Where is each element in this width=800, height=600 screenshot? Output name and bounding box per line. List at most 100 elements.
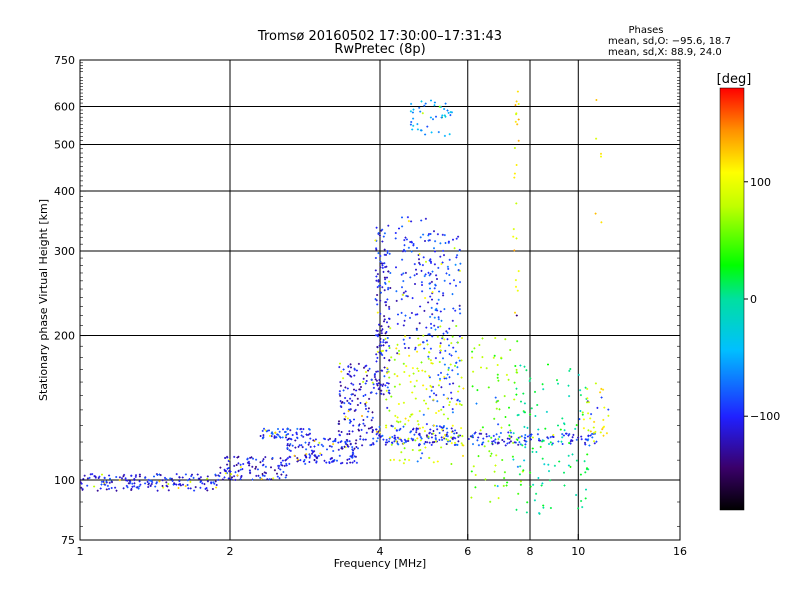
data-point <box>384 232 386 235</box>
data-point <box>476 402 477 405</box>
data-point <box>356 369 358 372</box>
data-point <box>314 445 315 448</box>
data-point <box>348 430 350 433</box>
data-point <box>378 382 380 385</box>
data-point <box>538 439 540 442</box>
data-point <box>457 440 459 443</box>
data-point <box>434 101 436 104</box>
data-point <box>541 440 543 443</box>
x-tick-label: 1 <box>77 545 84 558</box>
data-point <box>479 432 481 435</box>
data-point <box>534 390 536 393</box>
data-point <box>324 459 325 462</box>
data-point <box>420 129 422 132</box>
data-point <box>384 384 386 387</box>
data-point <box>516 340 518 343</box>
data-point <box>587 429 589 432</box>
data-point <box>330 458 332 461</box>
data-point <box>389 392 390 395</box>
data-point <box>527 426 528 429</box>
data-point <box>349 370 350 373</box>
data-point <box>224 457 226 459</box>
data-point <box>517 438 518 441</box>
data-point <box>412 439 414 442</box>
data-point <box>431 443 433 446</box>
data-point <box>518 118 520 121</box>
data-point <box>496 433 498 436</box>
data-point <box>308 433 310 436</box>
data-point <box>568 442 570 444</box>
data-point <box>289 444 290 447</box>
data-point <box>344 440 346 443</box>
data-point <box>586 387 588 390</box>
data-point <box>480 366 482 369</box>
data-point <box>453 436 455 439</box>
data-point <box>379 435 381 438</box>
data-point <box>402 272 404 275</box>
data-point <box>446 433 448 436</box>
data-point <box>334 459 335 462</box>
data-point <box>432 291 434 294</box>
data-point <box>440 310 442 313</box>
data-point <box>290 438 292 441</box>
data-point <box>554 464 556 467</box>
data-point <box>417 460 419 463</box>
data-point <box>290 449 292 452</box>
data-point <box>318 441 320 444</box>
data-point <box>305 453 307 456</box>
data-point <box>537 428 539 431</box>
data-point <box>454 247 456 250</box>
data-point <box>389 327 391 330</box>
data-point <box>241 475 243 477</box>
data-point <box>443 425 445 427</box>
data-point <box>84 474 86 477</box>
data-point <box>178 480 180 483</box>
colorbar-tick-label: 0 <box>750 293 757 306</box>
data-point <box>230 473 232 476</box>
data-point <box>383 262 385 265</box>
data-point <box>439 351 441 354</box>
data-point <box>350 442 352 445</box>
data-point <box>165 481 167 484</box>
y-axis-label: Stationary phase Virtual Height [km] <box>37 199 50 401</box>
chart-title: Tromsø 20160502 17:30:00–17:31:43 <box>257 29 502 44</box>
data-point <box>582 411 584 414</box>
data-point <box>451 430 453 433</box>
data-point <box>577 436 579 439</box>
data-point <box>401 258 403 261</box>
data-point <box>522 392 524 395</box>
data-point <box>81 482 83 485</box>
data-point <box>285 476 287 479</box>
data-point <box>449 376 450 379</box>
data-point <box>429 376 431 379</box>
data-point <box>497 485 499 488</box>
data-point <box>277 475 279 478</box>
data-point <box>261 477 263 480</box>
data-point <box>262 434 264 437</box>
data-point <box>532 436 534 439</box>
data-point <box>219 472 221 474</box>
data-point <box>398 349 400 352</box>
data-point <box>393 458 395 461</box>
data-point <box>570 439 572 442</box>
data-point <box>385 337 386 340</box>
data-point <box>157 473 158 476</box>
data-point <box>336 459 338 462</box>
data-point <box>329 437 331 440</box>
colorbar-tick-label: −100 <box>750 410 780 423</box>
data-point <box>439 325 441 328</box>
data-point <box>238 455 239 458</box>
data-point <box>539 439 541 442</box>
data-point <box>178 483 180 486</box>
data-point <box>442 261 444 264</box>
data-point <box>529 413 531 416</box>
data-point <box>423 104 425 107</box>
data-point <box>115 476 117 478</box>
stats-x-mode: mean, sd,X: 88.9, 24.0 <box>608 47 722 58</box>
data-point <box>530 435 532 438</box>
data-point <box>241 468 243 471</box>
data-point <box>289 443 291 446</box>
data-point <box>355 439 357 442</box>
data-point <box>176 473 178 476</box>
data-point <box>375 370 377 373</box>
